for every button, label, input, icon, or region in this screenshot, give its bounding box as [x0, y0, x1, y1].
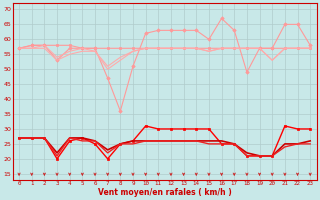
X-axis label: Vent moyen/en rafales ( km/h ): Vent moyen/en rafales ( km/h ): [98, 188, 231, 197]
